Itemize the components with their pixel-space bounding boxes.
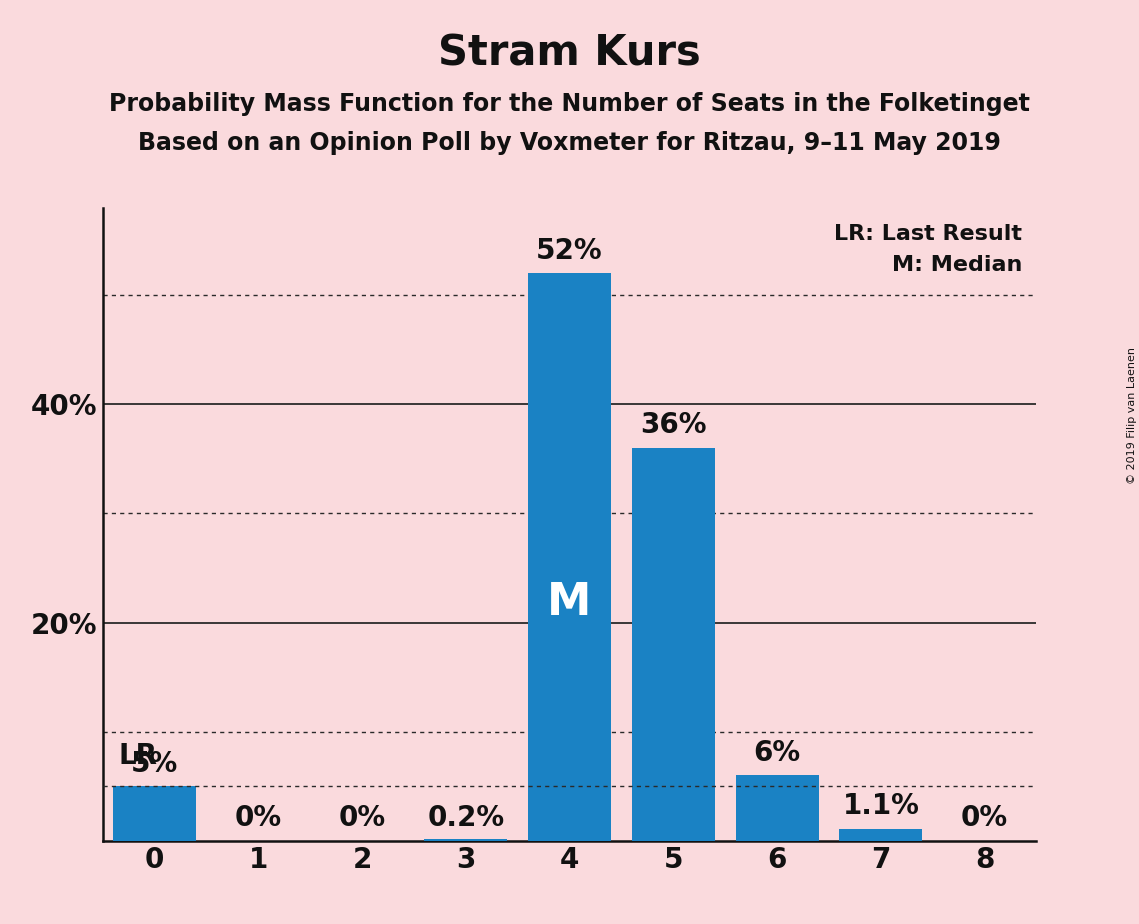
Text: 36%: 36% xyxy=(640,411,706,439)
Bar xyxy=(424,839,507,841)
Text: Stram Kurs: Stram Kurs xyxy=(439,32,700,74)
Bar xyxy=(113,786,196,841)
Text: 0%: 0% xyxy=(338,804,385,833)
Text: M: M xyxy=(548,581,591,624)
Text: 0%: 0% xyxy=(961,804,1008,833)
Text: Based on an Opinion Poll by Voxmeter for Ritzau, 9–11 May 2019: Based on an Opinion Poll by Voxmeter for… xyxy=(138,131,1001,155)
Text: © 2019 Filip van Laenen: © 2019 Filip van Laenen xyxy=(1126,347,1137,484)
Text: M: Median: M: Median xyxy=(892,255,1023,275)
Text: LR: Last Result: LR: Last Result xyxy=(835,224,1023,244)
Text: 52%: 52% xyxy=(536,237,603,264)
Bar xyxy=(736,775,819,841)
Text: 6%: 6% xyxy=(754,738,801,767)
Text: 0%: 0% xyxy=(235,804,281,833)
Text: LR: LR xyxy=(118,742,157,770)
Bar xyxy=(528,274,611,841)
Text: Probability Mass Function for the Number of Seats in the Folketinget: Probability Mass Function for the Number… xyxy=(109,92,1030,116)
Bar xyxy=(632,448,715,841)
Text: 0.2%: 0.2% xyxy=(427,804,505,833)
Text: 1.1%: 1.1% xyxy=(843,792,919,821)
Bar xyxy=(839,829,923,841)
Text: 5%: 5% xyxy=(131,749,178,778)
